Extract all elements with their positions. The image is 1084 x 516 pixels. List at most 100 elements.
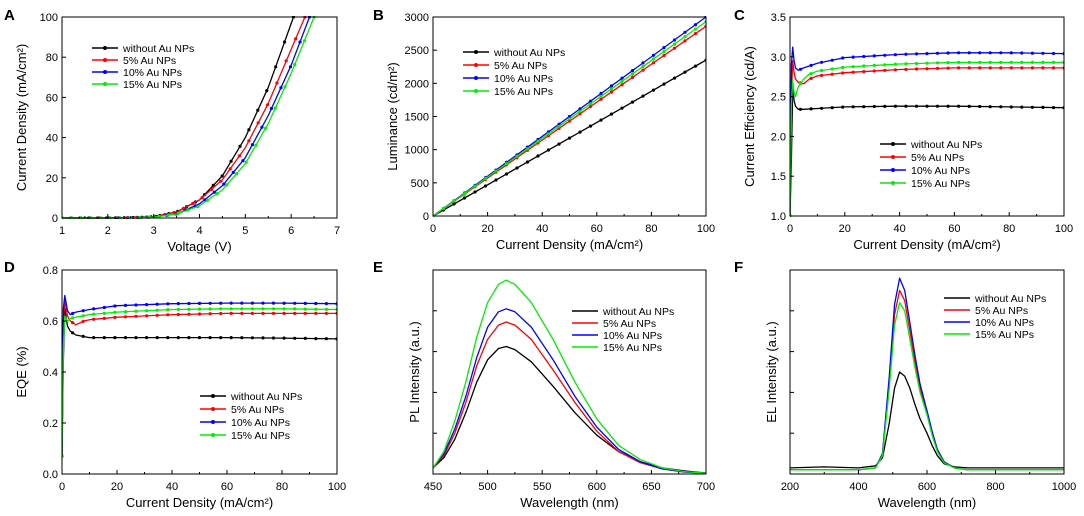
legend-label: 5% Au NPs: [231, 404, 284, 416]
data-point: [862, 64, 866, 68]
data-point: [662, 46, 666, 50]
data-point: [166, 313, 170, 317]
y-tick-label: 500: [411, 178, 429, 190]
data-point: [1030, 105, 1034, 109]
data-point: [269, 106, 273, 111]
data-point: [641, 68, 645, 72]
data-point: [279, 86, 283, 90]
series-line-fifteen: [790, 61, 1064, 217]
data-point: [208, 312, 212, 316]
data-point: [620, 76, 624, 80]
data-point: [303, 336, 307, 340]
x-tick-label: 2: [105, 225, 111, 237]
data-point: [809, 72, 813, 76]
data-point: [641, 94, 645, 98]
data-point: [672, 38, 677, 42]
y-tick-label: 3.0: [771, 52, 786, 64]
data-point: [293, 311, 297, 315]
y-axis-title: Current Efficiency (cd/A): [742, 46, 757, 187]
legend-marker: [211, 433, 215, 437]
data-point: [271, 307, 276, 311]
legend-marker: [474, 50, 478, 54]
x-axis-title: Current Density (mA/cm²): [126, 495, 273, 510]
y-tick-label: 1500: [405, 112, 429, 124]
y-tick-label: 3.5: [771, 12, 786, 24]
data-point: [862, 70, 866, 74]
x-tick-label: 40: [166, 481, 178, 493]
data-point: [914, 67, 919, 71]
data-point: [1030, 66, 1034, 70]
y-tick-label: 2.5: [771, 92, 786, 104]
data-point: [557, 124, 561, 128]
y-tick-label: 0: [423, 211, 429, 223]
data-point: [303, 301, 307, 305]
legend-label: 5% Au NPs: [494, 60, 547, 72]
data-point: [515, 166, 519, 170]
data-point: [71, 331, 75, 335]
data-point: [205, 198, 209, 202]
x-tick-label: 40: [893, 223, 905, 235]
data-point: [798, 82, 803, 86]
x-tick-label: 20: [111, 481, 123, 493]
data-point: [229, 307, 233, 311]
data-point: [946, 51, 950, 55]
data-point: [92, 312, 96, 316]
data-point: [282, 301, 286, 305]
data-point: [452, 202, 456, 206]
data-point: [197, 312, 202, 316]
data-point: [693, 23, 698, 27]
plot-frame: [61, 269, 338, 475]
legend-marker: [211, 407, 215, 411]
panel-letter: E: [373, 259, 383, 276]
y-tick-label: 3000: [405, 12, 429, 24]
data-point: [935, 51, 940, 55]
data-point: [588, 104, 593, 109]
data-point: [229, 336, 233, 340]
data-point: [999, 51, 1003, 55]
legend-marker: [891, 155, 895, 159]
data-point: [1009, 60, 1013, 64]
data-point: [999, 105, 1003, 109]
data-point: [324, 302, 328, 306]
data-point: [293, 301, 297, 305]
x-tick-label: 800: [986, 481, 1004, 493]
data-point: [651, 88, 656, 92]
data-point: [809, 76, 813, 80]
legend-label: without Au NPs: [602, 306, 674, 318]
data-point: [186, 208, 190, 212]
panel-letter: D: [4, 259, 15, 276]
data-point: [483, 184, 488, 188]
data-point: [1030, 51, 1034, 55]
data-point: [557, 142, 561, 146]
data-point: [197, 336, 202, 340]
data-point: [893, 104, 898, 108]
y-tick-label: 2000: [405, 78, 429, 90]
data-point: [841, 56, 845, 60]
data-point: [620, 79, 624, 83]
data-point: [314, 311, 318, 315]
data-point: [241, 159, 245, 163]
data-point: [261, 336, 265, 340]
panel-letter: B: [373, 7, 384, 24]
data-point: [978, 60, 982, 64]
data-point: [578, 107, 582, 111]
data-point: [452, 199, 456, 203]
data-point: [914, 104, 919, 108]
data-point: [883, 68, 887, 72]
data-point: [113, 315, 117, 319]
y-axis-title: Current Density (mA/cm²): [14, 44, 29, 191]
data-point: [247, 139, 251, 143]
data-point: [288, 65, 293, 69]
y-tick-label: 2.0: [771, 131, 786, 143]
data-point: [798, 67, 803, 71]
data-point: [683, 35, 687, 39]
data-point: [904, 104, 908, 108]
data-point: [473, 184, 477, 188]
data-point: [578, 112, 582, 116]
y-tick-label: 0.6: [43, 316, 58, 328]
series-group: [433, 279, 706, 474]
x-tick-label: 650: [642, 481, 660, 493]
data-point: [324, 307, 328, 311]
x-tick-label: 6: [288, 225, 294, 237]
